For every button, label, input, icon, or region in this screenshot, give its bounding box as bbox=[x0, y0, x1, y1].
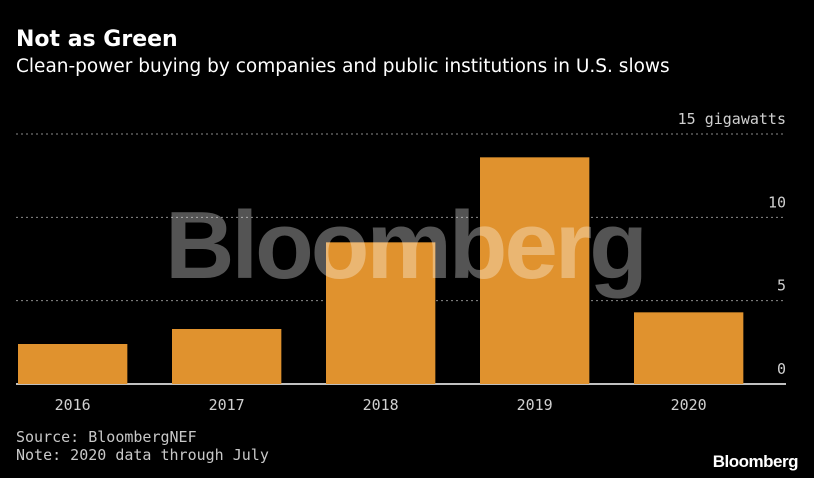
y-tick-label: 0 bbox=[777, 360, 786, 378]
data-note: Note: 2020 data through July bbox=[16, 446, 269, 464]
chart-subtitle: Clean-power buying by companies and publ… bbox=[16, 56, 670, 77]
bars bbox=[18, 157, 744, 384]
x-tick-label: 2017 bbox=[209, 396, 245, 414]
chart-title: Not as Green bbox=[16, 27, 178, 52]
x-tick-label: 2019 bbox=[517, 396, 553, 414]
bloomberg-logo: Bloomberg bbox=[712, 452, 799, 471]
x-axis-ticks: 2016 2017 2018 2019 2020 bbox=[55, 396, 707, 414]
bloomberg-watermark: Bloomberg bbox=[165, 192, 645, 299]
source-note: Source: BloombergNEF bbox=[16, 428, 197, 446]
y-tick-label: 5 bbox=[777, 277, 786, 295]
bar-2019 bbox=[480, 157, 590, 384]
bar-2020 bbox=[634, 312, 744, 384]
y-axis-ticks: 15 gigawatts 10 5 0 bbox=[678, 110, 786, 378]
x-tick-label: 2020 bbox=[671, 396, 707, 414]
bar-2018 bbox=[326, 242, 436, 384]
y-tick-label: 15 gigawatts bbox=[678, 110, 786, 128]
x-tick-label: 2018 bbox=[363, 396, 399, 414]
bar-2017 bbox=[172, 329, 282, 384]
bar-2016 bbox=[18, 344, 128, 384]
x-tick-label: 2016 bbox=[55, 396, 91, 414]
y-tick-label: 10 bbox=[768, 193, 786, 211]
